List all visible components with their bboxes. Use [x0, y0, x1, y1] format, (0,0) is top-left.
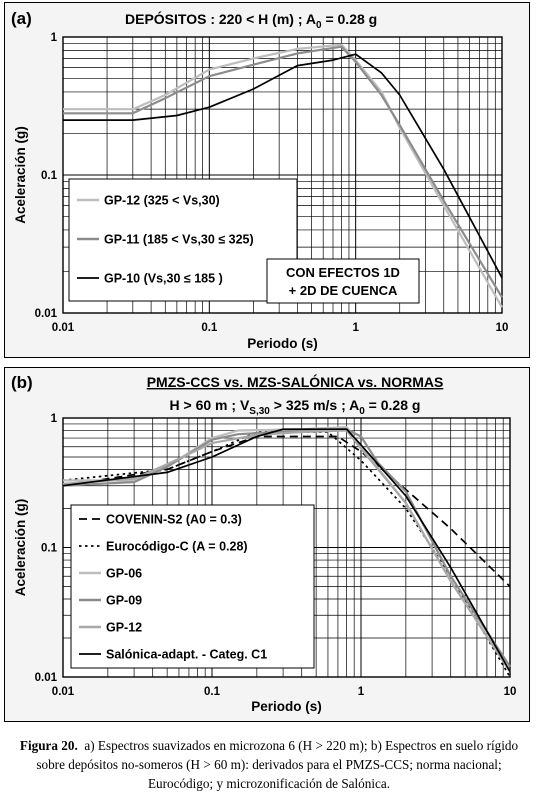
legend-label: COVENIN-S2 (A0 = 0.3): [106, 513, 242, 527]
legend-box: [68, 178, 298, 302]
figure-caption: Figura 20. a) Espectros suavizados en mi…: [8, 736, 530, 793]
annotation-text: + 2D DE CUENCA: [289, 283, 398, 298]
legend-label: GP-10 (Vs,30 ≤ 185 ): [104, 272, 223, 286]
chart-title-a: DEPÓSITOS : 220 < H (m) ; A0 = 0.28 g: [125, 10, 377, 31]
legend: GP-12 (325 < Vs,30) GP-11 (185 < Vs,30 ≤ …: [68, 178, 298, 302]
chart-panel-b: 0.01 0.1 1 10 0.01 0.1 1 Periodo (s) Aceleración…: [4, 367, 530, 722]
y-tick-label: 0.01: [35, 672, 58, 684]
chart-subtitle-b: H > 60 m ; VS,30 > 325 m/s ; A0 = 0.28 g: [170, 397, 421, 417]
legend-box: [70, 504, 315, 669]
y-tick-label: 0.1: [41, 543, 58, 555]
figure-caption-text: a) Espectros suavizados en microzona 6 (…: [36, 738, 519, 791]
legend-label: GP-12 (325 < Vs,30): [104, 194, 220, 208]
y-axis-label: Aceleración (g): [13, 499, 28, 597]
plot-frame: [62, 417, 511, 678]
x-tick-label: 0.1: [204, 686, 221, 698]
panel-label-b: (b): [11, 373, 33, 392]
legend-label: GP-12: [106, 621, 142, 635]
y-tick-label: 1: [51, 413, 58, 425]
figure-label: Figura 20.: [19, 738, 78, 753]
series-line-a-3: [63, 53, 503, 279]
legend-label: GP-06: [106, 567, 142, 581]
x-axis-label: Periodo (s): [247, 336, 318, 351]
y-axis-label: Aceleración (g): [13, 126, 28, 224]
chart-title-b: PMZS-CCS vs. MZS-SALÓNICA vs. NORMAS: [147, 373, 444, 390]
annotation-text: CON EFECTOS 1D: [286, 265, 400, 280]
series-line-a-1: [63, 43, 503, 308]
legend-label: Eurocódigo-C (A = 0.28): [106, 540, 248, 554]
legend: COVENIN-S2 (A0 = 0.3) Eurocódigo-C (A = 0…: [70, 504, 315, 669]
annotation-frame: [266, 258, 420, 304]
x-tick-label: 10: [504, 686, 517, 698]
series-line-b-5: [62, 429, 511, 673]
x-tick-label: 1: [352, 322, 359, 334]
x-tick-label: 0.01: [52, 686, 75, 698]
x-tick-label: 10: [496, 322, 509, 334]
series-line-b-2: [62, 431, 511, 678]
chart-panel-a: 0.01 0.1 1 10 0.01 0.1 1 Periodo (s) Aceleración…: [4, 2, 530, 358]
x-tick-label: 0.1: [201, 322, 218, 334]
legend-label: GP-09: [106, 594, 142, 608]
legend-label: GP-11 (185 < Vs,30 ≤ 325): [104, 233, 254, 247]
x-tick-label: 0.01: [52, 322, 75, 334]
y-tick-label: 0.01: [35, 308, 58, 320]
y-tick-label: 1: [51, 32, 58, 44]
chart-b-svg: 0.01 0.1 1 10 0.01 0.1 1 Periodo (s) Aceleración…: [11, 373, 517, 714]
x-tick-label: 1: [358, 686, 365, 698]
panel-label-a: (a): [11, 9, 32, 28]
x-axis-label: Periodo (s): [251, 699, 322, 714]
plot-frame: [62, 36, 503, 314]
chart-a-svg: 0.01 0.1 1 10 0.01 0.1 1 Periodo (s) Aceleración…: [11, 9, 509, 351]
annotation-box: CON EFECTOS 1D + 2D DE CUENCA: [266, 258, 420, 304]
series-line-b-6: [62, 428, 511, 673]
y-tick-label: 0.1: [41, 170, 58, 182]
legend-label: Salónica-adapt. - Categ. C1: [106, 648, 267, 662]
series-line-a-2: [63, 45, 503, 298]
